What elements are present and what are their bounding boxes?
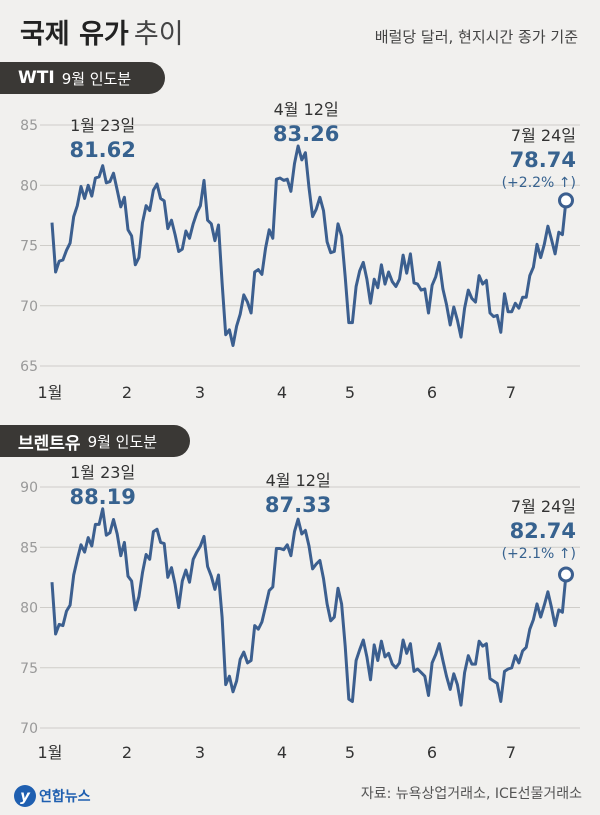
brent-subtitle: 9월 인도분 [87,432,158,451]
annotation-date: 1월 23일 [70,116,135,135]
x-tick-label: 1월 [38,383,63,402]
annotation-date: 4월 12일 [274,100,339,119]
x-tick-label: 3 [195,743,205,762]
x-tick-label: 5 [345,743,355,762]
title-light: 추이 [133,19,184,50]
x-tick-label: 2 [122,383,132,402]
annotation-date: 7월 24일 [511,497,576,516]
annotation-change: (+2.2% ↑) [502,175,576,191]
brent-name: 브렌트유 [18,433,81,454]
page-title: 국제 유가 추이 [20,12,184,51]
annotation-date: 1월 23일 [70,463,135,482]
y-tick-label: 90 [20,480,38,496]
x-tick-label: 2 [122,743,132,762]
y-tick-label: 85 [20,118,38,134]
logo-mark-icon: y [14,785,36,807]
y-tick-label: 85 [20,540,38,556]
annotation-value: 78.74 [510,148,576,172]
annotation-change: (+2.1% ↑) [502,546,576,562]
y-tick-label: 70 [20,299,38,315]
title-bold: 국제 유가 [20,19,129,50]
brent-chart: 70 75 80 85 90 1월 2 3 4 5 6 7 1월 23일 88.19 4월 12일 87.33… [20,463,580,762]
unit-note: 배럴당 달러, 현지시간 종가 기준 [374,28,578,46]
y-tick-label: 75 [20,661,38,677]
x-tick-label: 3 [195,383,205,402]
wti-subtitle: 9월 인도분 [61,69,132,88]
annotation-date: 7월 24일 [511,126,576,145]
y-tick-label: 65 [20,359,38,375]
annotation-value: 82.74 [510,519,576,543]
y-tick-label: 75 [20,239,38,255]
end-point-marker [558,566,574,583]
x-tick-label: 6 [427,743,437,762]
y-tick-label: 80 [20,178,38,194]
end-point-marker [558,192,574,209]
x-tick-label: 1월 [38,743,63,762]
wti-chart: 65 70 75 80 85 1월 2 3 4 5 6 7 1월 23일 81.62 4월 12일 83.26… [20,100,580,402]
x-tick-label: 7 [506,743,516,762]
series-line [50,144,568,347]
annotation-value: 88.19 [69,485,135,509]
annotation-date: 4월 12일 [266,471,331,490]
annotation-value: 81.62 [69,138,135,162]
x-tick-label: 6 [427,383,437,402]
x-tick-label: 5 [345,383,355,402]
source-note: 자료: 뉴욕상업거래소, ICE선물거래소 [360,786,582,802]
brent-section-bar: 브렌트유 9월 인도분 [0,425,190,457]
wti-name: WTI [18,68,55,88]
x-tick-label: 4 [277,743,287,762]
x-tick-label: 4 [277,383,287,402]
annotation-value: 87.33 [265,493,331,517]
annotation-value: 83.26 [273,122,339,146]
y-tick-label: 70 [20,721,38,737]
x-tick-label: 7 [506,383,516,402]
logo: y 연합뉴스 [14,785,91,807]
series-line [50,507,568,707]
wti-section-bar: WTI 9월 인도분 [0,62,165,94]
logo-text: 연합뉴스 [39,789,91,805]
y-tick-label: 80 [20,601,38,617]
